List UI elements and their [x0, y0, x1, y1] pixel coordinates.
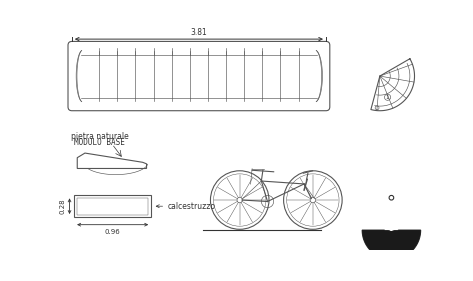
Bar — [74, 195, 151, 217]
Text: MODULO BASE: MODULO BASE — [74, 138, 125, 147]
Text: 0.28: 0.28 — [60, 198, 66, 214]
Text: calcestruzzo: calcestruzzo — [156, 202, 216, 211]
Text: 3.81: 3.81 — [191, 28, 207, 37]
Bar — [77, 198, 148, 215]
FancyBboxPatch shape — [68, 41, 330, 111]
Wedge shape — [362, 230, 420, 259]
Text: 0.96: 0.96 — [105, 228, 121, 235]
Polygon shape — [362, 230, 420, 259]
Circle shape — [385, 224, 398, 237]
Text: pietra naturale: pietra naturale — [71, 132, 129, 141]
Text: 1: 1 — [386, 95, 389, 100]
